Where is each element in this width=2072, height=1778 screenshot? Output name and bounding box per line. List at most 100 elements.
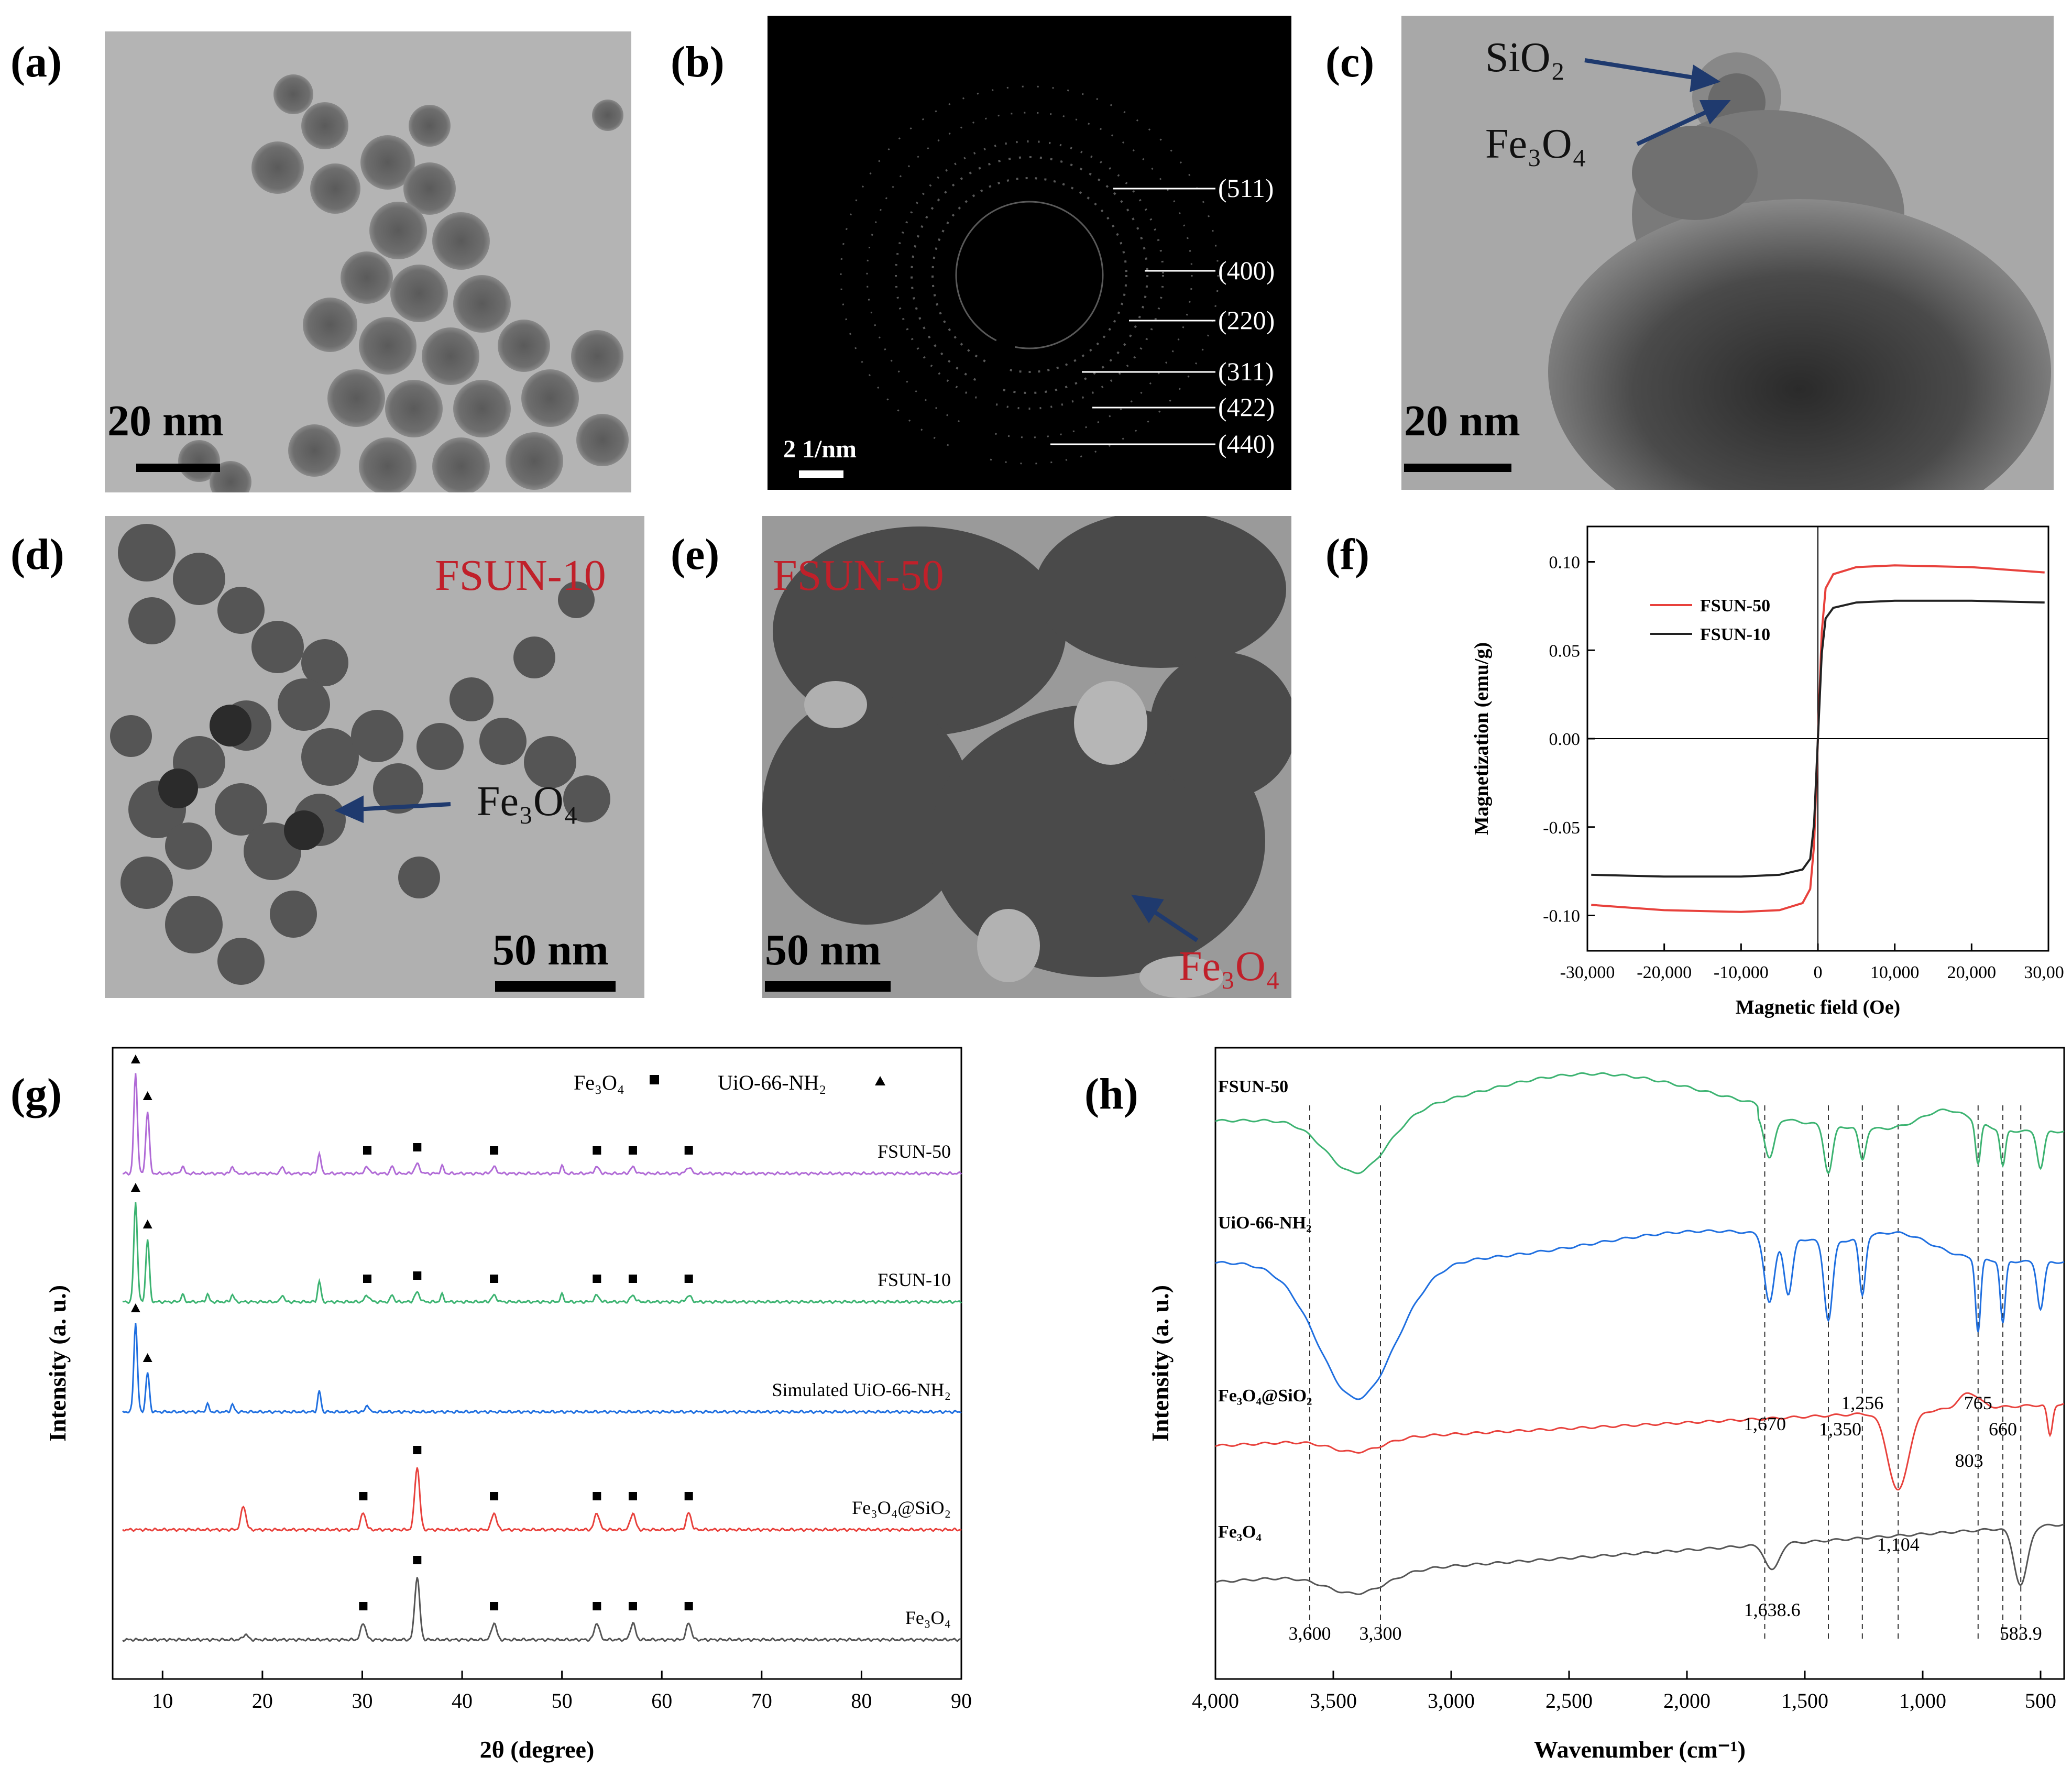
y-tick-label-f: -0.10 (1543, 907, 1580, 926)
fe-marker-g (413, 1556, 422, 1564)
series-label-g-2: Simulated UiO-66-NH₂ (772, 1379, 951, 1400)
fe-marker-g (359, 1602, 368, 1610)
series-label-h-3: Fe₃O₄ (1218, 1522, 1262, 1542)
series-label-h-2: Fe₃O₄@SiO₂ (1218, 1386, 1312, 1406)
plot-frame-g (112, 1047, 962, 1680)
fe-marker-g (684, 1602, 693, 1610)
uio-marker-g (142, 1353, 152, 1362)
scalebar-label-b: 2 1/nm (783, 435, 857, 463)
annotation-h: 1,104 (1877, 1534, 1920, 1555)
x-tick-label-g: 70 (751, 1689, 772, 1713)
scalebar-b (799, 470, 843, 478)
annotation-h: 3,300 (1360, 1623, 1402, 1644)
uio-marker-g (130, 1303, 140, 1312)
fe-marker-g (363, 1146, 371, 1155)
x-axis-label-f: Magnetic field (Oe) (1736, 996, 1900, 1018)
fe-marker-g (490, 1146, 499, 1155)
series-label-g-0: FSUN-50 (878, 1141, 951, 1162)
series-line-h-0 (1215, 1072, 2065, 1175)
fe-marker-g (593, 1602, 601, 1610)
y-tick-label-f: -0.05 (1543, 818, 1580, 838)
fe-marker-g (593, 1275, 601, 1283)
fe-marker-g (628, 1492, 637, 1500)
annotation-h: 1,256 (1841, 1392, 1883, 1413)
fe-marker-g (413, 1446, 422, 1454)
y-tick-label-f: 0.05 (1549, 641, 1581, 661)
y-axis-label-h: Intensity (a. u.) (1147, 1285, 1174, 1442)
chart-f: -30,000 -20,000 -10,000 0 10,000 20,000 30,000… (1415, 516, 2064, 1035)
tem-image-e: FSUN-50 Fe₃O₄ 50 nm (762, 516, 1291, 998)
scalebar-d (495, 981, 616, 992)
scalebar-label-c: 20 nm (1404, 397, 1520, 445)
scalebar-a (136, 464, 220, 472)
y-tick-label-f: 0.00 (1549, 730, 1581, 749)
ring-label-422: (422) (1218, 392, 1275, 422)
fe-marker-g (628, 1602, 637, 1610)
sample-label-d: FSUN-10 (435, 551, 606, 600)
plot-frame-h (1214, 1047, 2065, 1680)
scalebar-c (1404, 464, 1511, 472)
scalebar-label-d: 50 nm (492, 926, 609, 974)
ring-label-311: (311) (1218, 357, 1274, 386)
panel-label-f: (f) (1325, 530, 1369, 579)
series-line-h-3 (1215, 1523, 2065, 1595)
series-label-h-1: UiO-66-NH₂ (1218, 1213, 1311, 1233)
uio-marker-g (130, 1055, 140, 1063)
series-line-g-2 (122, 1323, 962, 1414)
panel-label-b: (b) (671, 38, 725, 86)
x-tick-label-h: 2,000 (1663, 1689, 1711, 1713)
chart-h: 4,000 3,500 3,000 2,500 2,000 1,500 1,000 500 Wa… (1142, 1045, 2069, 1773)
series-line-g-1 (122, 1202, 962, 1304)
x-tick-label-f: 30,000 (2024, 963, 2064, 982)
y-tick-label-f: 0.10 (1549, 553, 1581, 573)
panel-label-h: (h) (1084, 1070, 1138, 1118)
x-tick-label-g: 50 (552, 1689, 573, 1713)
saed-image-b: (511) (400) (220) (311) (422) (440) 2 1/… (768, 16, 1291, 490)
x-tick-label-g: 60 (651, 1689, 672, 1713)
chart-g: 10 20 30 40 50 60 70 80 90 2θ (degree) Intensity (… (42, 1045, 974, 1773)
x-tick-label-h: 4,000 (1192, 1689, 1239, 1713)
fe-marker-g (628, 1275, 637, 1283)
y-axis-label-g: Intensity (a. u.) (44, 1285, 71, 1442)
fe-marker-g (684, 1492, 693, 1500)
fe-marker-g (490, 1492, 499, 1500)
fe-marker-g (684, 1275, 693, 1283)
panel-label-c: (c) (1325, 38, 1375, 86)
series-label-g-4: Fe₃O₄ (905, 1607, 951, 1628)
x-tick-label-h: 3,000 (1428, 1689, 1475, 1713)
x-tick-label-h: 500 (2025, 1689, 2056, 1713)
fe-marker-g (593, 1146, 601, 1155)
fe-marker-g (363, 1275, 371, 1283)
series-line-h-1 (1215, 1229, 2065, 1400)
annotation-h: 803 (1955, 1450, 1983, 1471)
legend-label-f-fsun-10: FSUN-10 (1700, 625, 1770, 644)
series-line-f-fsun-10 (1591, 599, 2045, 878)
annotation-h: 583.9 (2000, 1623, 2042, 1644)
chart-f-svg: -30,000 -20,000 -10,000 0 10,000 20,000 30,000… (1471, 525, 2064, 1018)
uio-marker-g (142, 1220, 152, 1228)
x-tick-label-g: 20 (252, 1689, 273, 1713)
annotation-h: 765 (1964, 1392, 1992, 1413)
scalebar-e (765, 981, 891, 992)
x-tick-label-g: 30 (352, 1689, 372, 1713)
scalebar-label-e: 50 nm (765, 926, 881, 974)
tem-core-shell-c (1404, 52, 2051, 490)
fe-marker-g (628, 1146, 637, 1155)
x-axis-label-g: 2θ (degree) (480, 1736, 595, 1763)
fe-marker-g (490, 1275, 499, 1283)
annotation-h: 3,600 (1289, 1623, 1331, 1644)
ring-label-400: (400) (1218, 256, 1275, 285)
tem-particles-d (110, 524, 616, 992)
x-tick-label-h: 1,000 (1899, 1689, 1946, 1713)
x-tick-label-f: -20,000 (1637, 963, 1692, 982)
ring-label-440: (440) (1218, 429, 1275, 458)
legend-label-g-uio: UiO-66-NH₂ (718, 1071, 826, 1094)
fe-marker-g (684, 1146, 693, 1155)
x-tick-label-g: 90 (951, 1689, 972, 1713)
saed-pattern-b (799, 85, 1219, 487)
fe-marker-g (490, 1602, 499, 1610)
fe3o4-label-c: Fe₃O₄ (1485, 121, 1587, 167)
series-label-g-1: FSUN-10 (878, 1269, 951, 1290)
series-line-g-0 (123, 1073, 962, 1176)
annotation-h: 660 (1989, 1419, 2017, 1440)
